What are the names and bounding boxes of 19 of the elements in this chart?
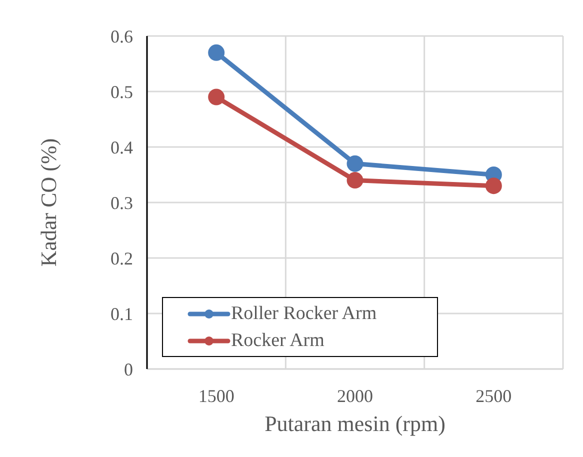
x-tick-label: 2500	[476, 386, 512, 406]
legend-label: Rocker Arm	[231, 329, 324, 353]
x-axis-title: Putaran mesin (rpm)	[264, 411, 446, 436]
y-axis-title: Kadar CO (%)	[36, 138, 61, 267]
y-tick-label: 0.4	[110, 137, 133, 158]
point	[485, 178, 502, 194]
y-tick-label: 0.1	[110, 304, 133, 324]
legend-label: Roller Rocker Arm	[231, 302, 377, 326]
point	[346, 172, 364, 189]
x-tick-label: 2000	[337, 386, 373, 406]
point	[346, 155, 364, 172]
y-tick-label: 0.3	[110, 192, 133, 213]
y-tick-label: 0.5	[110, 82, 133, 102]
point	[208, 88, 225, 106]
y-tick-label: 0.2	[110, 248, 133, 268]
y-tick-label: 0	[124, 359, 133, 380]
y-tick-label: 0.6	[110, 26, 133, 46]
x-tick-label: 1500	[198, 386, 234, 406]
point	[208, 44, 225, 61]
